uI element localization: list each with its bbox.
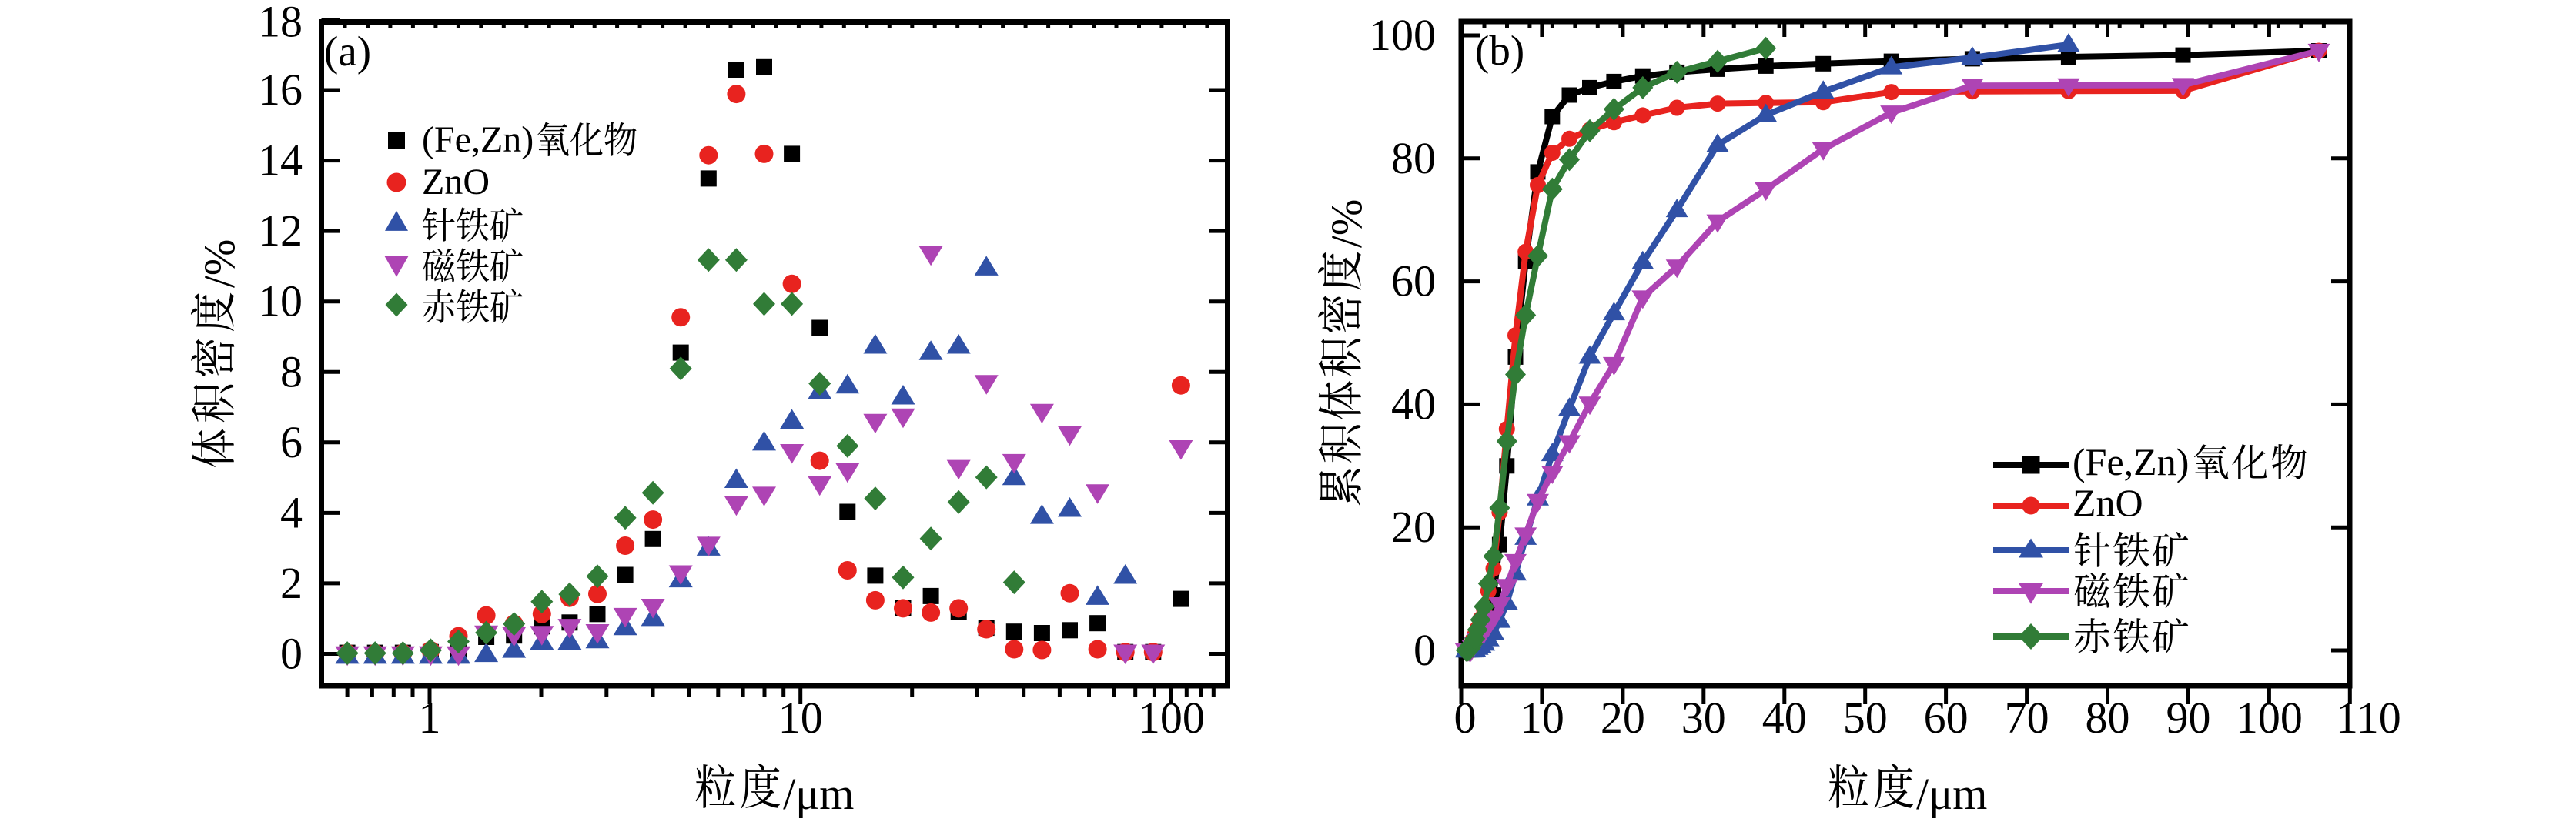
svg-text:60: 60 bbox=[1391, 256, 1436, 306]
svg-text:ZnO: ZnO bbox=[422, 162, 490, 202]
svg-text:10: 10 bbox=[778, 693, 823, 743]
svg-text:0: 0 bbox=[1413, 625, 1436, 675]
svg-text:110: 110 bbox=[2336, 693, 2401, 743]
svg-text:20: 20 bbox=[1391, 502, 1436, 552]
svg-text:(Fe,Zn): (Fe,Zn) bbox=[2073, 440, 2189, 483]
svg-text:40: 40 bbox=[1391, 379, 1436, 429]
svg-text:6: 6 bbox=[280, 417, 303, 467]
svg-text:ZnO: ZnO bbox=[2073, 481, 2143, 524]
svg-text:/μm: /μm bbox=[783, 769, 854, 818]
svg-text:8: 8 bbox=[280, 346, 303, 396]
svg-text:80: 80 bbox=[2086, 693, 2130, 743]
svg-text:4: 4 bbox=[280, 487, 303, 537]
svg-text:70: 70 bbox=[2005, 693, 2049, 743]
svg-text:0: 0 bbox=[1454, 693, 1477, 743]
svg-text:12: 12 bbox=[258, 206, 303, 256]
svg-text:90: 90 bbox=[2166, 693, 2211, 743]
svg-text:1: 1 bbox=[419, 693, 441, 743]
svg-text:10: 10 bbox=[1520, 693, 1564, 743]
svg-text:/%: /% bbox=[1323, 199, 1371, 248]
svg-text:/%: /% bbox=[196, 239, 244, 288]
svg-text:/μm: /μm bbox=[1916, 769, 1987, 818]
svg-text:16: 16 bbox=[258, 65, 303, 115]
svg-text:20: 20 bbox=[1601, 693, 1645, 743]
svg-text:100: 100 bbox=[2236, 693, 2303, 743]
svg-text:100: 100 bbox=[1369, 10, 1436, 60]
svg-text:(b): (b) bbox=[1475, 27, 1524, 74]
svg-text:80: 80 bbox=[1391, 133, 1436, 183]
svg-text:40: 40 bbox=[1762, 693, 1807, 743]
svg-text:30: 30 bbox=[1681, 693, 1726, 743]
svg-text:(Fe,Zn): (Fe,Zn) bbox=[422, 119, 534, 160]
svg-text:10: 10 bbox=[258, 276, 303, 326]
svg-text:100: 100 bbox=[1138, 693, 1205, 743]
svg-text:14: 14 bbox=[258, 135, 303, 185]
svg-text:0: 0 bbox=[280, 629, 303, 679]
svg-text:50: 50 bbox=[1843, 693, 1888, 743]
svg-text:2: 2 bbox=[280, 558, 303, 608]
svg-text:60: 60 bbox=[1924, 693, 1969, 743]
svg-text:(a): (a) bbox=[324, 28, 371, 75]
svg-text:18: 18 bbox=[258, 0, 303, 47]
